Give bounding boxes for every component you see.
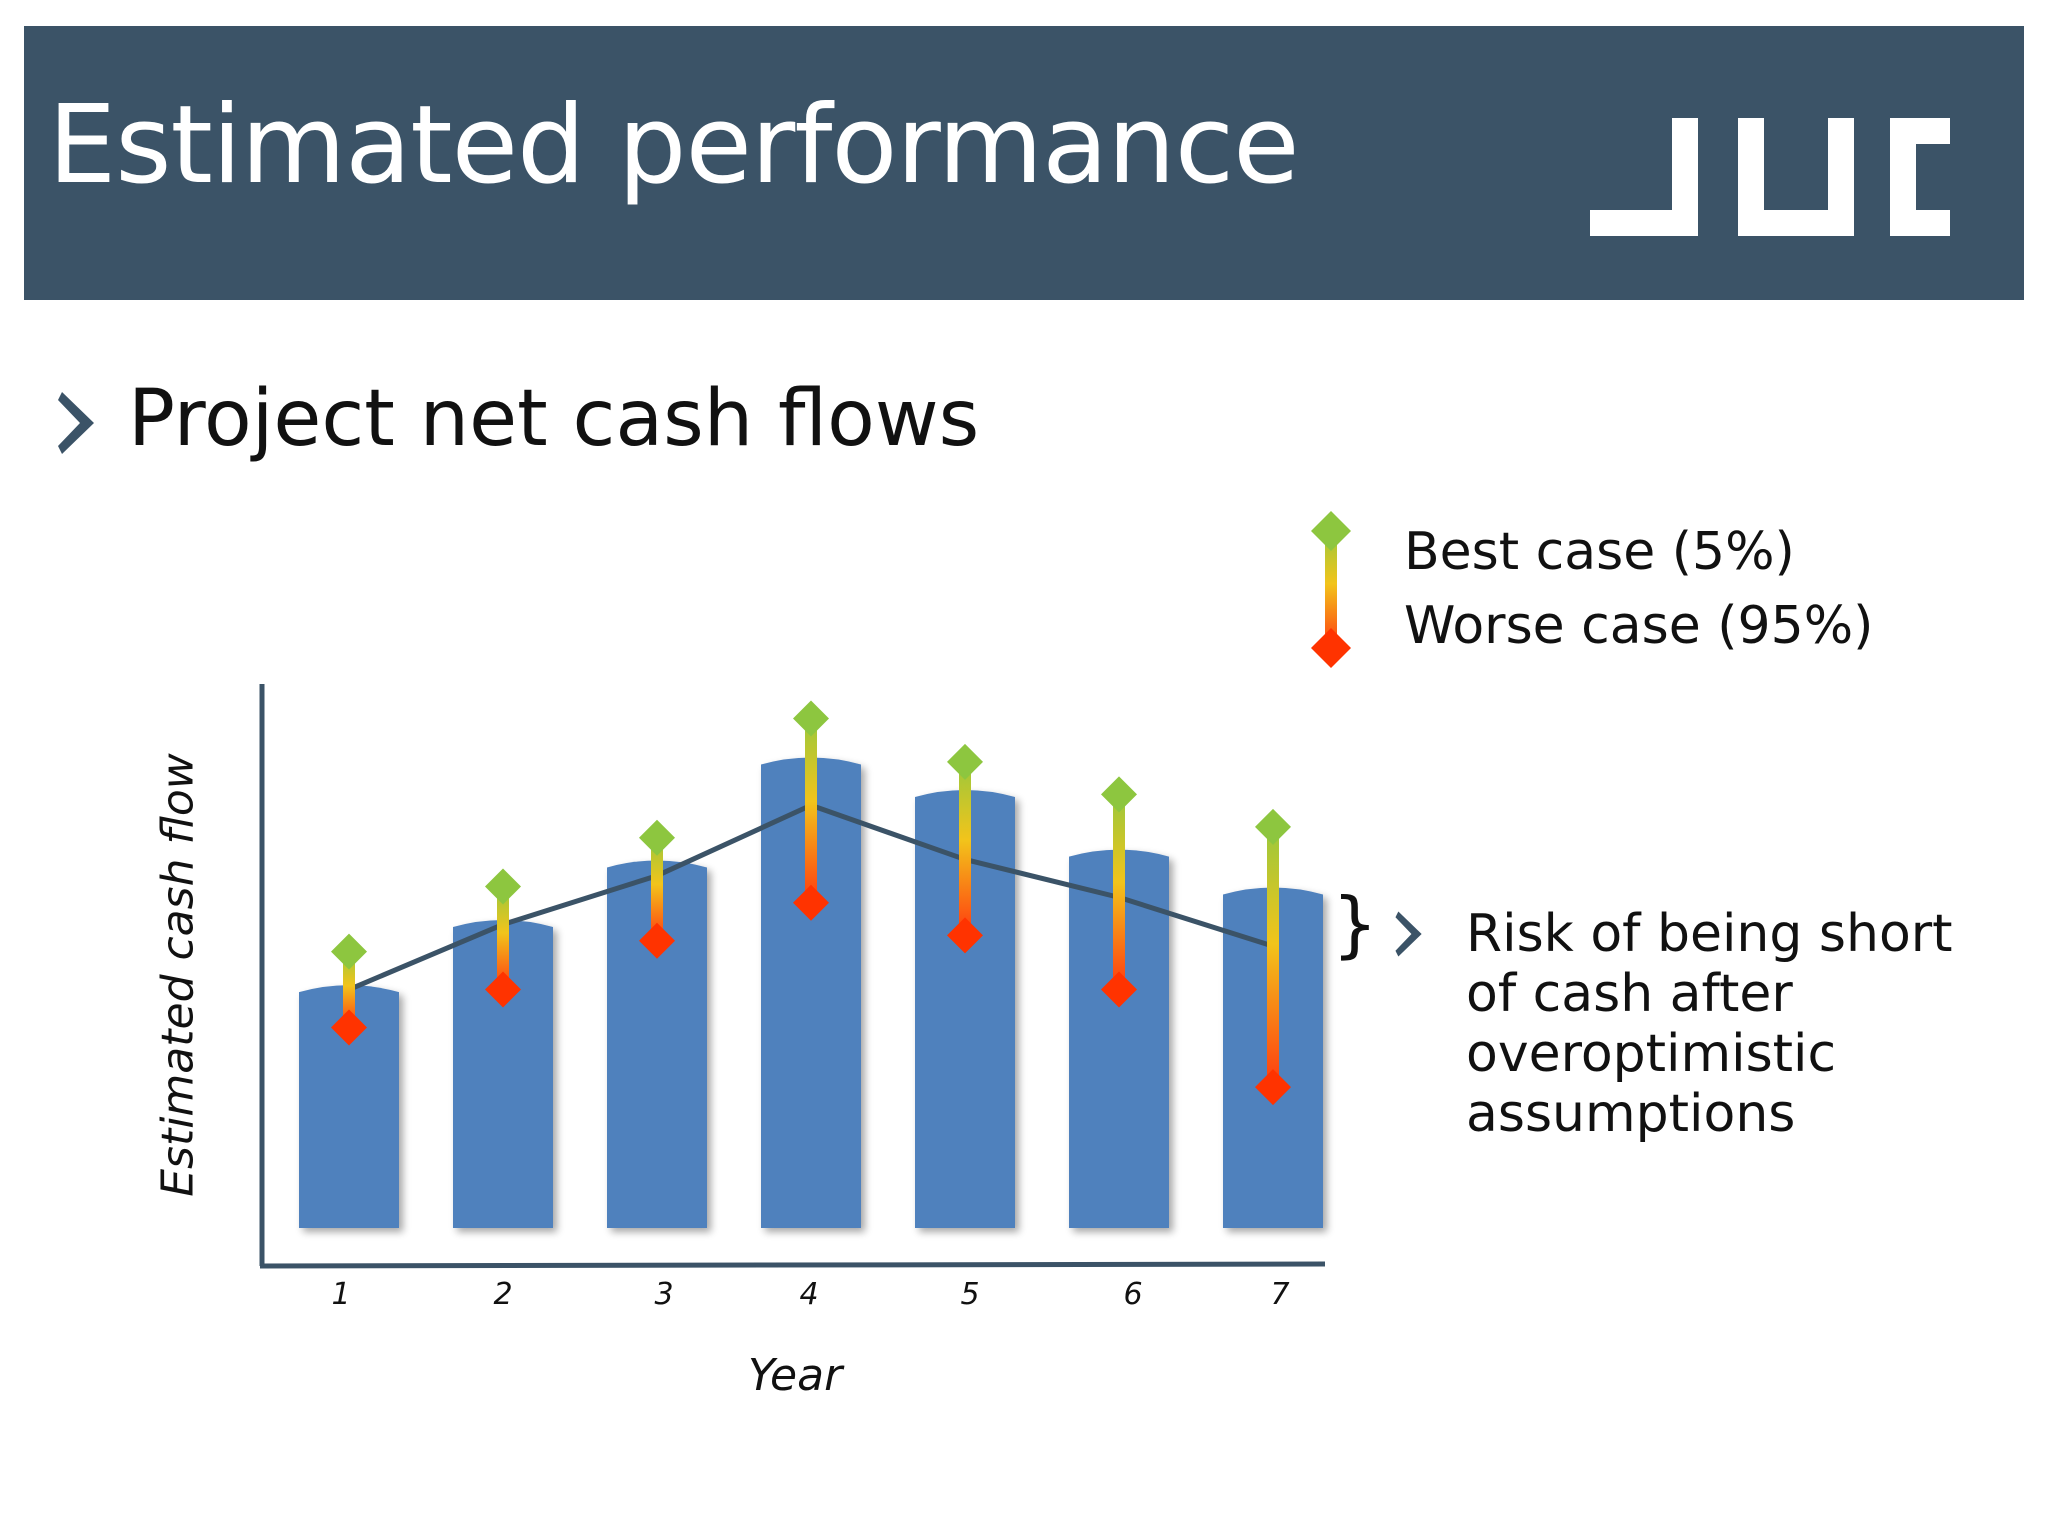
risk-annotation: Risk of being short of cash after overop…	[1466, 904, 1986, 1144]
juc-logo	[1590, 118, 1950, 236]
bar	[453, 920, 553, 1228]
best-case-marker	[947, 743, 983, 780]
x-axis-label: Year	[748, 1350, 843, 1401]
chevron-right-icon	[1395, 911, 1422, 957]
worst-case-marker	[1101, 971, 1137, 1008]
best-case-marker	[485, 868, 521, 905]
best-case-marker	[331, 933, 367, 970]
range-bar	[651, 837, 663, 941]
range-bar	[805, 718, 817, 903]
bar	[1069, 849, 1169, 1228]
x-tick-label: 4	[799, 1277, 818, 1312]
worst-case-marker	[1255, 1069, 1291, 1106]
best-case-marker	[793, 700, 829, 737]
x-axis-line	[259, 1261, 1326, 1269]
risk-line: assumptions	[1466, 1084, 1796, 1144]
x-tick-label: 1	[331, 1277, 350, 1312]
worst-case-marker	[947, 917, 983, 954]
chevron-right-icon	[58, 392, 94, 454]
bar	[915, 789, 1015, 1228]
worst-case-marker	[793, 884, 829, 921]
x-tick-label: 5	[960, 1277, 979, 1312]
risk-line: Risk of being short	[1466, 904, 1953, 964]
x-tick-label: 3	[654, 1277, 673, 1312]
best-case-marker	[639, 819, 675, 856]
y-axis-label: Estimated cash flow	[152, 753, 204, 1197]
risk-line: of cash after	[1466, 964, 1793, 1024]
range-bar	[1267, 826, 1279, 1088]
range-bar	[959, 761, 971, 936]
x-tick-label: 6	[1123, 1277, 1142, 1312]
range-bar	[497, 886, 509, 990]
legend-best-marker	[1311, 511, 1351, 551]
bar	[299, 985, 399, 1228]
legend-worst-marker	[1311, 628, 1351, 668]
legend-range-bar	[1325, 531, 1337, 648]
risk-brace: }	[1332, 882, 1378, 966]
legend-best-label: Best case (5%)	[1404, 522, 1795, 582]
bar	[607, 860, 707, 1228]
range-bar	[1113, 794, 1125, 990]
worst-case-marker	[485, 971, 521, 1008]
best-case-marker	[1255, 808, 1291, 845]
risk-line: overoptimistic	[1466, 1024, 1837, 1084]
bar	[761, 757, 861, 1228]
section-heading: Project net cash flows	[128, 374, 980, 464]
legend-worst-label: Worse case (95%)	[1404, 596, 1874, 656]
x-tick-label: 2	[493, 1277, 512, 1312]
page-title: Estimated performance	[48, 83, 1300, 208]
worst-case-marker	[331, 1009, 367, 1046]
x-tick-label: 7	[1270, 1277, 1289, 1312]
range-bar	[343, 951, 355, 1028]
best-case-marker	[1101, 776, 1137, 813]
worst-case-marker	[639, 922, 675, 959]
